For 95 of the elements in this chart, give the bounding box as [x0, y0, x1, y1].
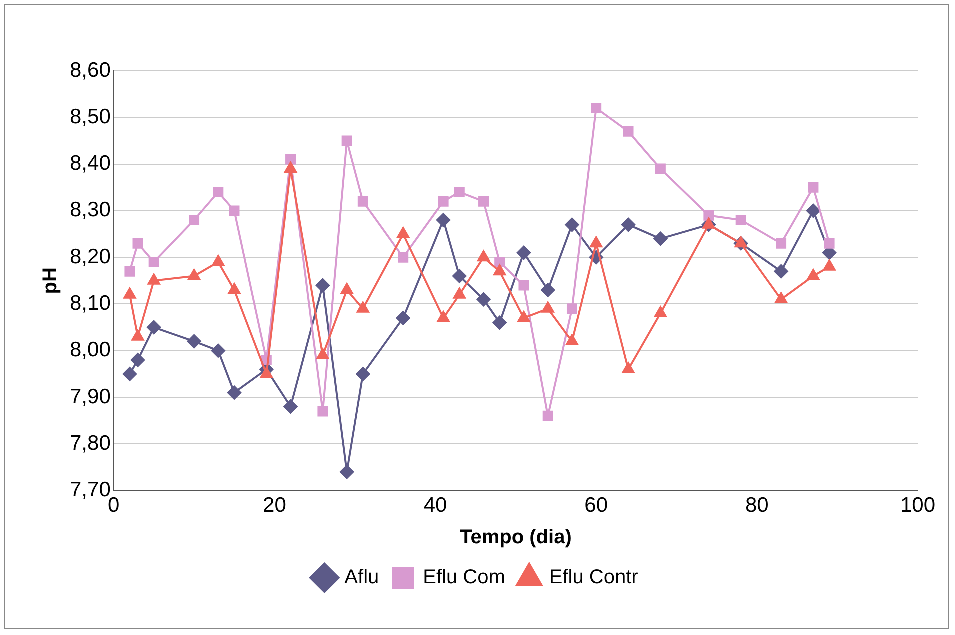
y-tick-label: 8,20	[70, 245, 111, 268]
y-tick-label: 8,30	[70, 198, 111, 222]
point	[229, 206, 240, 216]
y-tick-label: 7,80	[70, 432, 111, 455]
x-tick-label: 40	[424, 494, 448, 518]
point	[591, 103, 602, 114]
point	[518, 311, 530, 322]
point	[124, 266, 136, 277]
x-tick-label: 20	[263, 494, 286, 518]
point	[824, 238, 835, 249]
x-tick-label: 60	[584, 494, 608, 518]
point	[622, 362, 635, 374]
point	[542, 302, 554, 313]
point	[590, 236, 603, 248]
point	[516, 246, 531, 260]
point	[518, 280, 530, 291]
point	[623, 126, 634, 137]
y-tick-label: 8,50	[70, 105, 111, 128]
y-tick-label: 7,90	[70, 385, 111, 408]
point	[316, 348, 330, 360]
point	[622, 218, 636, 232]
point	[734, 236, 748, 248]
point	[148, 274, 160, 285]
point	[213, 187, 224, 198]
point	[211, 344, 226, 358]
point	[132, 238, 144, 249]
point	[130, 353, 145, 368]
point	[147, 320, 162, 335]
point	[212, 255, 225, 266]
point	[132, 330, 144, 341]
point	[436, 213, 451, 228]
point	[318, 406, 328, 417]
point	[340, 465, 354, 480]
point	[702, 218, 716, 229]
y-tick-label: 8,10	[70, 292, 111, 316]
point	[807, 269, 820, 280]
legend-label: Eflu Contr	[549, 566, 639, 589]
legend-label: Eflu Com	[423, 566, 506, 589]
point	[494, 257, 506, 268]
point	[397, 227, 410, 238]
point	[776, 238, 787, 249]
point	[396, 311, 410, 326]
point	[704, 210, 714, 221]
point	[189, 215, 200, 226]
point	[358, 196, 368, 207]
point	[566, 334, 578, 346]
point	[566, 304, 578, 314]
x-tick-label: 0	[108, 494, 120, 518]
point	[565, 218, 580, 232]
point	[260, 367, 273, 378]
point	[808, 182, 819, 193]
point	[438, 196, 449, 207]
point	[342, 136, 352, 146]
point	[148, 257, 160, 268]
point	[187, 334, 202, 349]
y-tick-label: 8,40	[70, 152, 111, 176]
point	[775, 292, 788, 304]
point	[284, 162, 297, 173]
point	[655, 164, 666, 174]
point	[286, 154, 296, 165]
point	[356, 302, 370, 313]
point	[476, 292, 491, 307]
point	[188, 269, 200, 280]
x-tick-label: 100	[900, 494, 936, 518]
point	[316, 278, 330, 293]
point	[492, 316, 507, 330]
point	[823, 260, 836, 271]
point	[340, 283, 354, 294]
point	[284, 400, 298, 414]
y-tick-label: 8,00	[70, 338, 111, 362]
point	[478, 196, 490, 207]
point	[124, 288, 136, 299]
point	[437, 311, 450, 322]
x-tick-label: 80	[745, 494, 769, 518]
point	[398, 252, 409, 263]
point	[453, 288, 466, 299]
point	[736, 215, 746, 226]
point	[494, 264, 506, 276]
point	[122, 367, 137, 382]
point	[452, 269, 467, 284]
point	[478, 250, 490, 262]
y-axis-title: pH	[40, 268, 62, 294]
point	[654, 232, 668, 246]
point	[774, 264, 788, 279]
y-tick-label: 8,60	[70, 58, 111, 82]
point	[542, 410, 554, 422]
point	[654, 306, 667, 318]
point	[454, 187, 465, 198]
point	[356, 367, 370, 382]
legend-label: Aflu	[344, 566, 380, 589]
point	[227, 386, 242, 400]
point	[806, 204, 820, 218]
point	[541, 283, 556, 298]
x-axis-title: Tempo (dia)	[460, 526, 572, 549]
point	[228, 283, 241, 294]
